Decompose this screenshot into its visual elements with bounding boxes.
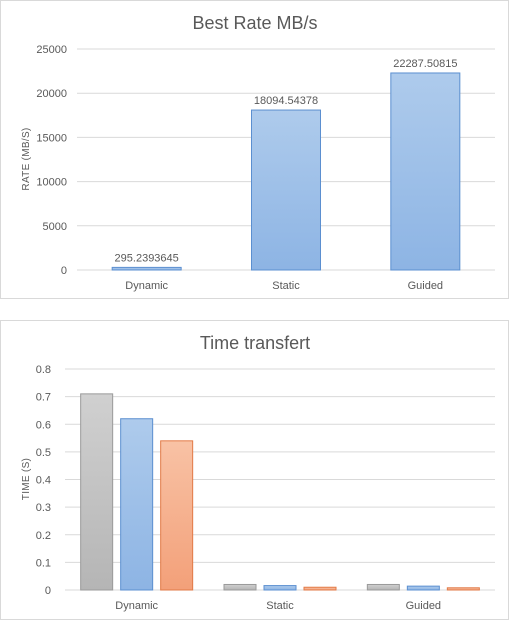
bar-guided [390, 72, 461, 271]
x-tick-label: Dynamic [125, 280, 168, 292]
x-tick-label: Dynamic [115, 600, 158, 612]
y-tick-label: 20000 [36, 88, 67, 100]
bar-dynamic-series-1 [80, 393, 114, 591]
x-tick-label: Static [272, 280, 300, 292]
x-tick-label: Static [266, 600, 294, 612]
y-tick-label: 0.2 [36, 530, 51, 542]
chart-title: Best Rate MB/s [192, 13, 317, 33]
time-transfert-chart-svg: Time transfert TIME (S) 0 0.1 0.2 0.3 0.4 0.5… [21, 333, 495, 612]
x-tick-label: Guided [406, 600, 441, 612]
y-tick-label: 0 [45, 585, 51, 597]
bar-dynamic-series-3 [160, 440, 194, 591]
y-tick-label: 10000 [36, 177, 67, 189]
y-tick-label: 0.1 [36, 557, 51, 569]
best-rate-chart: Best Rate MB/s RATE (MB/S) 0 5000 10000 150… [0, 0, 509, 299]
y-tick-label: 0.6 [36, 419, 51, 431]
bar-dynamic [111, 266, 182, 271]
time-transfert-chart: Time transfert TIME (S) 0 0.1 0.2 0.3 0.4 0.5… [0, 320, 509, 620]
bar-static [251, 109, 321, 271]
best-rate-chart-svg: Best Rate MB/s RATE (MB/S) 0 5000 10000 150… [21, 13, 495, 292]
bar-guided-series-1 [366, 583, 400, 591]
bar-guided-series-3 [446, 587, 480, 591]
y-axis-title: TIME (S) [21, 458, 32, 500]
bar-static-series-2 [263, 585, 297, 591]
x-tick-label: Guided [408, 280, 443, 292]
y-tick-label: 0.3 [36, 502, 51, 514]
y-tick-label: 5000 [43, 221, 67, 233]
y-tick-label: 25000 [36, 44, 67, 56]
data-label: 18094.54378 [254, 95, 318, 107]
y-tick-label: 0.4 [36, 475, 51, 487]
y-tick-label: 0.5 [36, 447, 51, 459]
data-label: 295.2393645 [115, 252, 179, 264]
y-axis-title: RATE (MB/S) [21, 127, 32, 190]
bar-dynamic-series-2 [120, 418, 154, 591]
bar-static-series-3 [303, 586, 337, 591]
y-tick-label: 0.7 [36, 392, 51, 404]
bar-static-series-1 [223, 583, 257, 591]
data-label: 22287.50815 [393, 58, 457, 70]
y-tick-label: 0.8 [36, 364, 51, 376]
chart-title: Time transfert [200, 333, 310, 353]
y-tick-label: 0 [61, 265, 67, 277]
y-tick-label: 15000 [36, 132, 67, 144]
bar-guided-series-2 [406, 585, 440, 591]
